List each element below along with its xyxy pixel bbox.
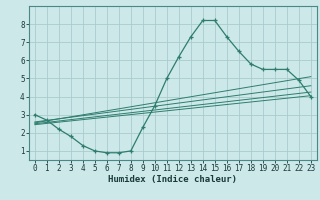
X-axis label: Humidex (Indice chaleur): Humidex (Indice chaleur) xyxy=(108,175,237,184)
